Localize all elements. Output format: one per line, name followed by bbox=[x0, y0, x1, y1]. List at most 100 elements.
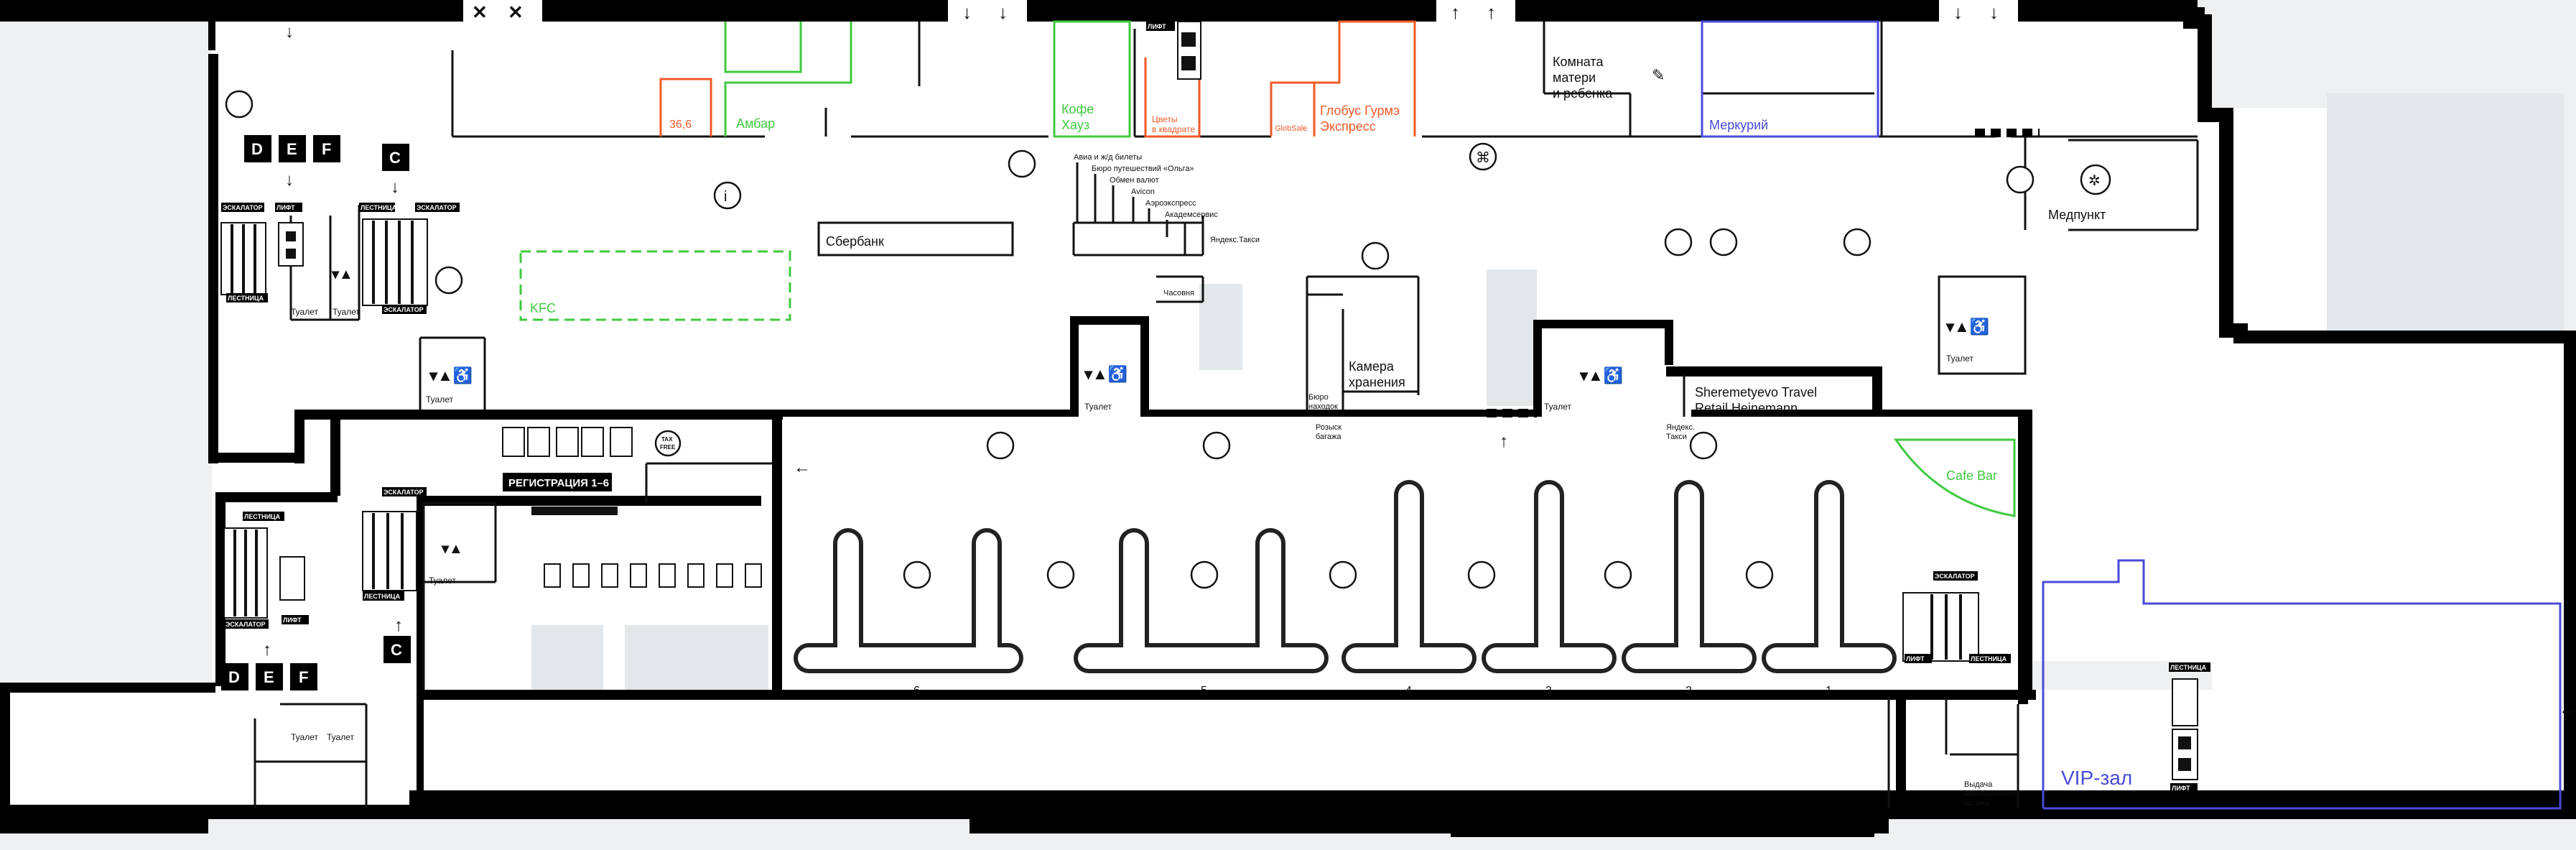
vip-lounge: VIP-зал bbox=[2042, 559, 2562, 810]
sheremetyevo-shop: Sheremetyevo Travel Retail Heinemann Янд… bbox=[1666, 374, 1817, 441]
baggage-belt-6: 6 bbox=[794, 528, 1023, 697]
svg-text:⌘: ⌘ bbox=[1476, 150, 1490, 166]
wifi-icon: ⌘ bbox=[1469, 142, 1497, 171]
toilet-icon: ▾▲♿ bbox=[1084, 365, 1127, 383]
svg-text:Туалет: Туалет bbox=[426, 394, 453, 405]
svg-text:6: 6 bbox=[913, 685, 920, 697]
svg-text:Камера: Камера bbox=[1349, 359, 1395, 374]
svg-text:36,6: 36,6 bbox=[669, 119, 692, 131]
shop-36-6: 36,6 bbox=[659, 78, 712, 137]
check-in-desks bbox=[502, 427, 633, 457]
vip-stairs-lift: ЛЕСТНИЦА ЛИФТ bbox=[2169, 662, 2210, 793]
toilet-block-far-right: ▾▲♿ Туалет bbox=[1938, 275, 2027, 375]
services-kiosk: Авиа и ж/д билеты Бюро путешествий «Ольг… bbox=[1074, 153, 1260, 297]
svg-text:C: C bbox=[389, 149, 401, 167]
toilet-left-mid: ▾▲♿ Туалет bbox=[426, 366, 473, 405]
svg-text:ЛЕСТНИЦА: ЛЕСТНИЦА bbox=[1971, 655, 2007, 662]
svg-text:Хауз: Хауз bbox=[1061, 118, 1089, 132]
toilet-icon: ▾▲ bbox=[441, 541, 463, 557]
svg-text:✕: ✕ bbox=[508, 1, 524, 23]
svg-text:D: D bbox=[228, 668, 240, 686]
svg-text:D: D bbox=[251, 140, 263, 158]
svg-text:↓: ↓ bbox=[391, 177, 399, 197]
svg-text:ЭСКАЛАТОР: ЭСКАЛАТОР bbox=[383, 306, 424, 313]
shop-cafe-bar: Cafe Bar bbox=[1894, 438, 2016, 517]
svg-text:Академсервис: Академсервис bbox=[1165, 211, 1218, 219]
shop-kfc: KFC bbox=[519, 250, 791, 321]
svg-text:ЛЕСТНИЦА: ЛЕСТНИЦА bbox=[2170, 664, 2207, 671]
nonstandard-baggage: Выдача негабаритного багажа bbox=[1964, 780, 2017, 808]
svg-text:GlobSale: GlobSale bbox=[1275, 124, 1307, 133]
direction-arrows: ↓ ↓ ↓ ↑ ↑ ← ↑ ← bbox=[263, 22, 2576, 719]
svg-text:Туалет: Туалет bbox=[291, 732, 318, 742]
svg-text:ЛЕСТНИЦА: ЛЕСТНИЦА bbox=[361, 204, 397, 211]
svg-text:Часовня: Часовня bbox=[1163, 289, 1194, 297]
svg-text:↓: ↓ bbox=[962, 1, 972, 23]
medpunkt: Медпункт ✲ bbox=[2048, 164, 2111, 222]
sberbank: Сбербанк bbox=[817, 221, 1014, 257]
toilet-label: Туалет bbox=[1946, 354, 1973, 364]
baggage-belt-4: 4 bbox=[1342, 480, 1477, 697]
svg-text:в квадрате: в квадрате bbox=[1152, 124, 1195, 134]
svg-text:↓: ↓ bbox=[1989, 1, 1999, 23]
shop-coffee-house: Кофе Хауз bbox=[1053, 20, 1131, 138]
svg-text:E: E bbox=[287, 140, 297, 158]
top-exit-markers: ✕ ✕ ↓ ↓ ↑ ↑ ↓ ↓ bbox=[463, 0, 2018, 27]
svg-text:3: 3 bbox=[1545, 685, 1552, 697]
toilet-block-right: ▾▲♿ Туалет bbox=[1533, 320, 1882, 417]
svg-text:Такси: Такси bbox=[1666, 433, 1687, 441]
svg-text:Туалет: Туалет bbox=[333, 307, 360, 317]
svg-text:Кофе: Кофе bbox=[1061, 102, 1094, 116]
toilet-label: Туалет bbox=[1084, 402, 1112, 412]
toilet-label: Туалет bbox=[1544, 402, 1571, 412]
svg-text:1: 1 bbox=[1826, 685, 1832, 697]
svg-text:багажа: багажа bbox=[1316, 433, 1342, 441]
svg-text:ЛИФТ: ЛИФТ bbox=[283, 616, 302, 624]
baggage-belt-2: 2 bbox=[1622, 480, 1757, 697]
baggage-cart-icons bbox=[225, 90, 2035, 589]
svg-text:TAX: TAX bbox=[661, 436, 673, 443]
svg-text:F: F bbox=[299, 668, 308, 686]
svg-text:Яндекс.: Яндекс. bbox=[1666, 423, 1695, 432]
svg-text:ЛИФТ: ЛИФТ bbox=[276, 204, 295, 211]
svg-text:Цветы: Цветы bbox=[1152, 114, 1178, 124]
svg-text:Туалет: Туалет bbox=[429, 576, 456, 586]
svg-text:хранения: хранения bbox=[1349, 375, 1405, 389]
svg-text:5: 5 bbox=[1201, 685, 1207, 697]
svg-text:↑: ↑ bbox=[1451, 1, 1460, 23]
svg-text:↓: ↓ bbox=[998, 1, 1008, 23]
svg-text:Туалет: Туалет bbox=[327, 732, 354, 742]
svg-text:Яндекс.Такси: Яндекс.Такси bbox=[1210, 236, 1260, 244]
escalator-group-bottom-c: ЭСКАЛАТОР ЛЕСТНИЦА bbox=[362, 487, 427, 601]
svg-text:ЛЕСТНИЦА: ЛЕСТНИЦА bbox=[228, 295, 264, 302]
shop-flowers: Цветы в квадрате bbox=[1144, 57, 1201, 138]
escalator-group-bottom-left: ЛЕСТНИЦА ЭСКАЛАТОР ЛИФТ bbox=[223, 512, 309, 629]
svg-text:ЛИФТ: ЛИФТ bbox=[2172, 785, 2190, 792]
svg-text:Комната: Комната bbox=[1553, 55, 1604, 69]
svg-text:Авиа и ж/д билеты: Авиа и ж/д билеты bbox=[1074, 153, 1142, 162]
baggage-belt-5: 5 bbox=[1074, 528, 1329, 697]
svg-text:E: E bbox=[264, 668, 274, 686]
registration: РЕГИСТРАЦИЯ 1–6 bbox=[502, 427, 762, 588]
svg-text:VIP-зал: VIP-зал bbox=[2061, 767, 2132, 789]
toilet-left-top: ▾▲ Туалет Туалет bbox=[291, 267, 360, 317]
shop-mercury: Меркурий bbox=[1701, 20, 1879, 138]
svg-text:✕: ✕ bbox=[472, 1, 488, 23]
toilet-left-bottom: ▾▲ Туалет Туалет Туалет bbox=[291, 541, 463, 742]
grey-zones bbox=[531, 93, 2564, 697]
toilet-icon: ▾▲ bbox=[331, 267, 353, 282]
svg-text:Медпункт: Медпункт bbox=[2048, 208, 2106, 222]
svg-text:ЛИФТ: ЛИФТ bbox=[1906, 655, 1925, 662]
svg-text:←: ← bbox=[2559, 700, 2576, 719]
svg-text:Амбар: Амбар bbox=[736, 116, 775, 131]
svg-text:ЭСКАЛАТОР: ЭСКАЛАТОР bbox=[417, 204, 457, 211]
info-icon[interactable]: i bbox=[713, 181, 742, 210]
svg-text:Cafe Bar: Cafe Bar bbox=[1946, 468, 1997, 483]
toilet-block-center: ▾▲♿ Туалет bbox=[1070, 316, 1149, 417]
left-block-walls bbox=[0, 54, 2036, 819]
toilet-icon: ▾▲♿ bbox=[1945, 318, 1989, 336]
svg-text:↑: ↑ bbox=[394, 616, 403, 635]
gate-letters-bottom: D E F C bbox=[221, 636, 411, 690]
